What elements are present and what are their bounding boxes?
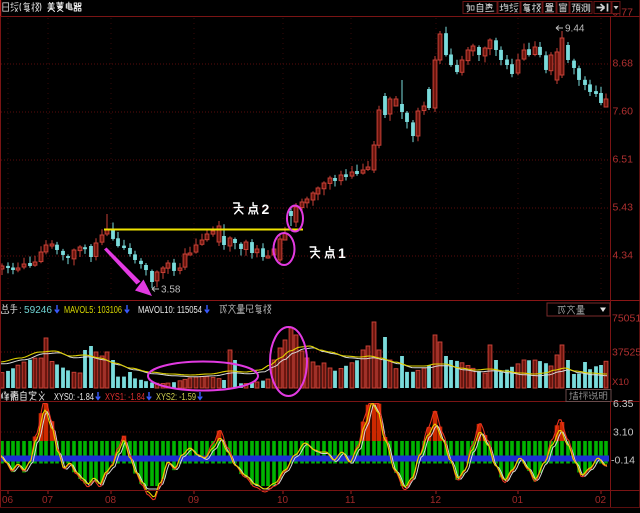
svg-text:11: 11: [345, 495, 356, 506]
svg-text:37525: 37525: [612, 347, 640, 359]
svg-text:75051: 75051: [612, 313, 640, 325]
svg-text:9.44: 9.44: [565, 24, 585, 35]
svg-text:07: 07: [42, 495, 54, 506]
svg-text:-0.14: -0.14: [611, 455, 635, 467]
svg-text:MAVOL10: 115054: MAVOL10: 115054: [138, 305, 202, 316]
svg-text:59246: 59246: [24, 305, 52, 316]
svg-text:12: 12: [430, 495, 442, 506]
svg-text:X10: X10: [612, 377, 629, 388]
svg-text:01: 01: [512, 495, 524, 506]
svg-text:2: 2: [262, 201, 270, 217]
svg-text:7.60: 7.60: [613, 106, 634, 118]
svg-text:6.35: 6.35: [613, 398, 634, 410]
svg-text:5.43: 5.43: [613, 202, 634, 214]
svg-text:1: 1: [338, 245, 346, 261]
svg-text:XYS2: -1.59: XYS2: -1.59: [156, 392, 196, 403]
svg-text:09: 09: [188, 495, 200, 506]
svg-text::: :: [19, 305, 22, 316]
svg-text:3.58: 3.58: [161, 285, 181, 296]
svg-text:02: 02: [595, 495, 607, 506]
svg-text:MAVOL5: 103106: MAVOL5: 103106: [64, 305, 122, 316]
svg-text:6.51: 6.51: [613, 154, 634, 166]
svg-text:06: 06: [2, 495, 14, 506]
svg-text:3.10: 3.10: [613, 427, 634, 439]
svg-text:XYS1: -1.84: XYS1: -1.84: [105, 392, 145, 403]
svg-text:08: 08: [105, 495, 117, 506]
svg-text:10: 10: [277, 495, 289, 506]
svg-text:8.68: 8.68: [613, 58, 634, 70]
svg-text:XYS0: -1.84: XYS0: -1.84: [54, 392, 94, 403]
svg-text:4.34: 4.34: [613, 250, 634, 262]
